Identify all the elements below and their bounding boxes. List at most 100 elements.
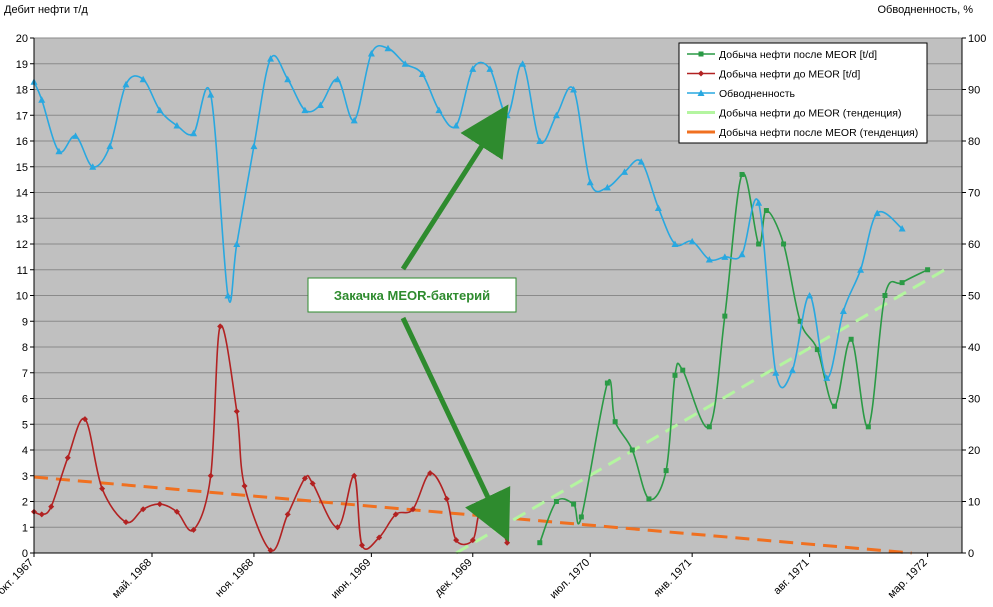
y2-tick-label: 0	[968, 548, 974, 560]
y2-tick-label: 80	[968, 136, 980, 148]
data-point	[857, 266, 865, 273]
data-point	[469, 65, 477, 72]
data-point	[409, 506, 416, 513]
y-tick-label: 14	[16, 188, 28, 200]
series-1	[31, 323, 511, 554]
data-point	[233, 240, 241, 247]
x-tick-label: окт. 1967	[0, 557, 36, 598]
y2-tick-label: 70	[968, 188, 980, 200]
data-point	[814, 347, 820, 353]
data-point	[832, 403, 838, 409]
data-point	[334, 524, 341, 531]
annotation-arrow-down	[400, 316, 511, 542]
data-point	[629, 447, 635, 453]
data-point	[106, 142, 114, 150]
y-tick-label: 13	[16, 213, 28, 225]
data-point	[788, 366, 796, 374]
y-axis-left-title: Дебит нефти т/д	[4, 4, 88, 16]
data-point	[899, 280, 905, 286]
data-point	[756, 241, 762, 247]
data-point	[848, 336, 854, 342]
data-point	[173, 122, 181, 129]
data-point	[839, 307, 847, 314]
data-point	[646, 496, 652, 502]
data-point	[721, 253, 729, 260]
data-point	[48, 503, 55, 510]
data-point	[55, 147, 63, 155]
data-point	[612, 419, 618, 425]
data-point	[873, 209, 881, 217]
data-point	[99, 485, 106, 492]
y-tick-label: 12	[16, 239, 28, 251]
annotation-text: Закачка MEOR-бактерий	[334, 288, 490, 303]
data-point	[309, 480, 316, 487]
data-point	[452, 122, 460, 129]
y-tick-label: 2	[22, 497, 28, 509]
data-point	[898, 225, 906, 232]
legend-item-0: Добыча нефти после MEOR [t/d]	[687, 49, 877, 61]
data-point	[537, 540, 543, 546]
legend-item-1: Добыча нефти до MEOR [t/d]	[687, 69, 860, 81]
x-tick-label: мар. 1972	[886, 557, 930, 601]
data-point	[755, 199, 763, 206]
data-point	[806, 292, 814, 299]
y-tick-label: 8	[22, 342, 28, 354]
y-tick-label: 18	[16, 85, 28, 97]
data-point	[334, 75, 342, 83]
data-point	[705, 255, 713, 263]
y-tick-label: 6	[22, 394, 28, 406]
y2-tick-label: 30	[968, 394, 980, 406]
data-point	[688, 237, 696, 245]
data-point	[637, 158, 645, 165]
data-point	[671, 240, 679, 247]
legend-label: Добыча нефти после MEOR [t/d]	[719, 49, 877, 61]
data-point	[367, 49, 375, 57]
y-tick-label: 19	[16, 59, 28, 71]
data-point	[241, 483, 248, 490]
data-point	[233, 408, 240, 415]
data-point	[267, 55, 275, 62]
data-point	[578, 514, 584, 520]
data-point	[376, 534, 383, 541]
y-tick-label: 5	[22, 419, 28, 431]
data-point	[586, 178, 594, 186]
y-tick-label: 1	[22, 522, 28, 534]
y2-tick-label: 10	[968, 497, 980, 509]
annotation-arrow-up	[400, 104, 509, 271]
legend-box	[678, 42, 928, 144]
data-point	[552, 111, 560, 119]
data-point	[486, 65, 494, 72]
data-point	[519, 60, 527, 67]
y-tick-label: 3	[22, 471, 28, 483]
data-point	[536, 137, 544, 144]
y-axis-right-title: Обводненность, %	[877, 4, 974, 16]
y2-tick-label: 40	[968, 342, 980, 354]
legend-label: Добыча нефти до MEOR [t/d]	[719, 69, 860, 81]
data-point	[738, 250, 746, 258]
data-point	[443, 495, 450, 502]
y-tick-label: 9	[22, 316, 28, 328]
y2-tick-label: 100	[968, 33, 986, 45]
data-point	[250, 142, 258, 150]
data-point	[89, 163, 97, 170]
data-point	[358, 542, 365, 549]
data-point	[139, 75, 147, 83]
x-tick-label: июн. 1969	[329, 557, 374, 602]
data-point	[553, 499, 559, 504]
legend-item-4: Добыча нефти после MEOR (тенденция)	[687, 127, 918, 139]
data-point	[392, 511, 399, 518]
data-point	[823, 374, 831, 381]
y2-tick-label: 60	[968, 239, 980, 251]
data-point	[654, 204, 662, 211]
x-tick-label: авг. 1971	[771, 557, 811, 597]
data-point	[156, 106, 164, 114]
data-point	[38, 96, 46, 103]
y-tick-label: 17	[16, 110, 28, 122]
y-tick-label: 10	[16, 291, 28, 303]
y-tick-label: 0	[22, 548, 28, 560]
data-point	[603, 183, 611, 191]
y-tick-label: 4	[22, 445, 28, 457]
data-point	[72, 132, 80, 139]
y-tick-label: 16	[16, 136, 28, 148]
data-point	[797, 318, 803, 324]
